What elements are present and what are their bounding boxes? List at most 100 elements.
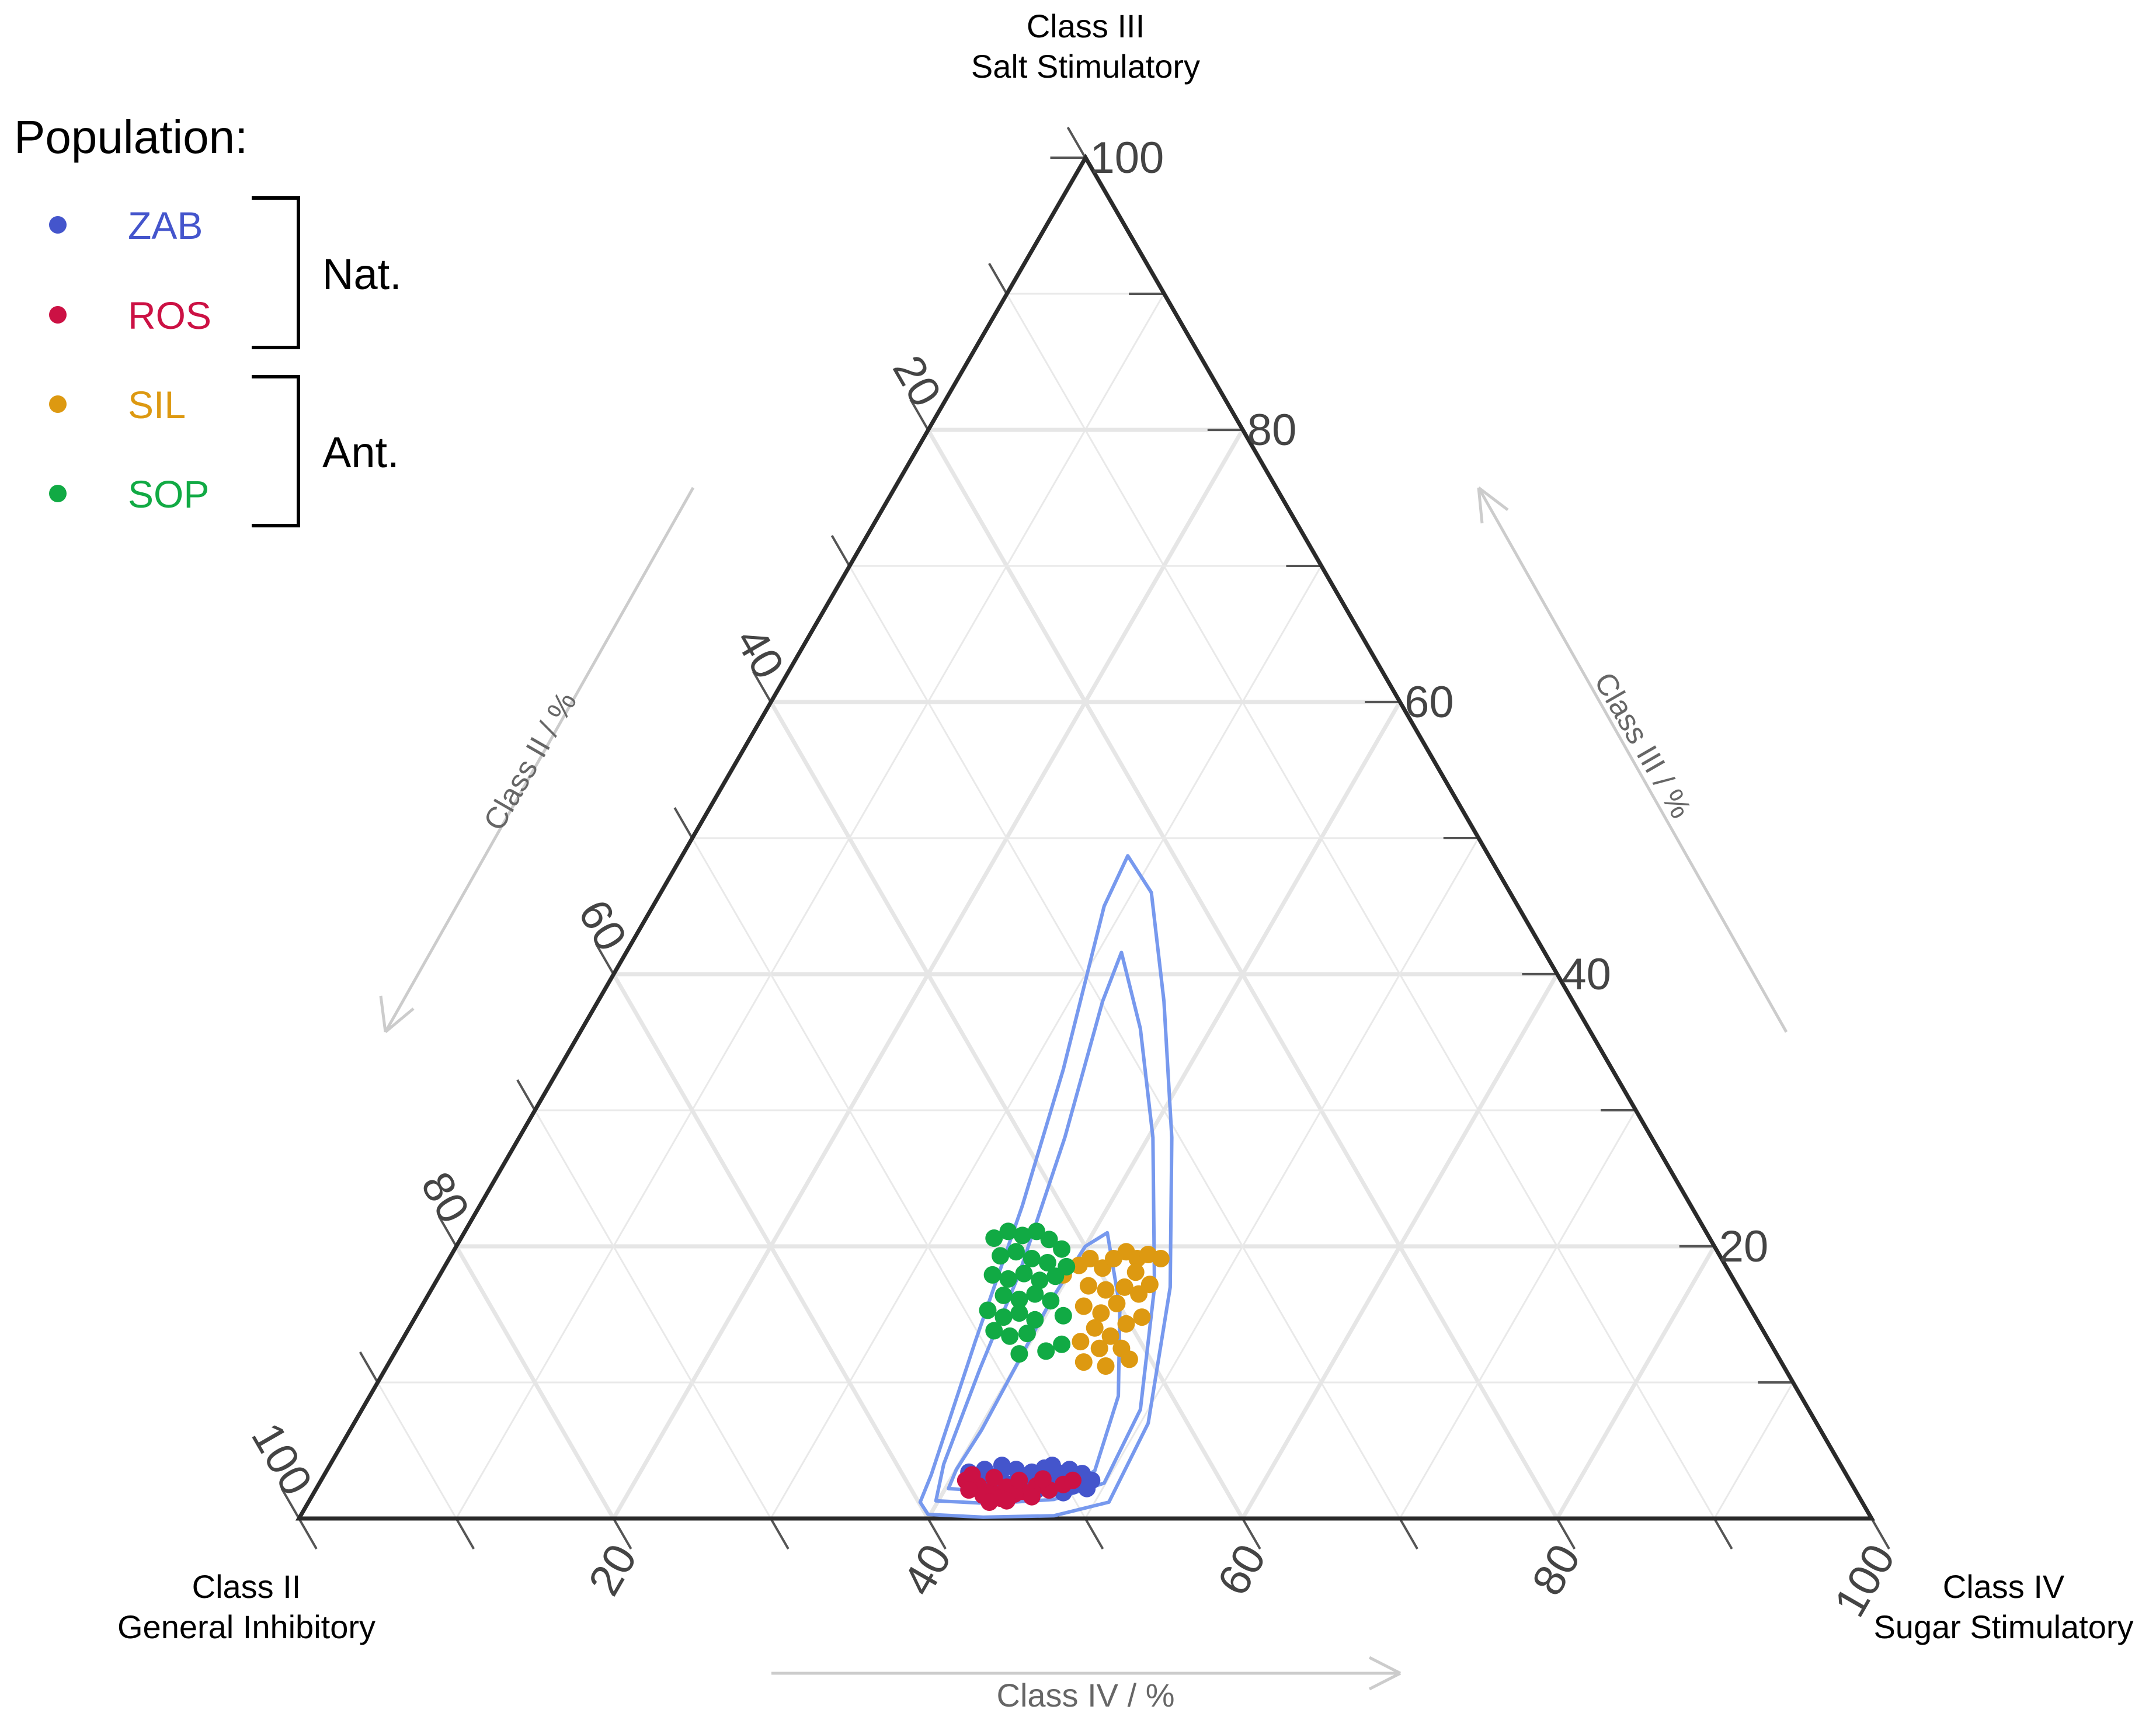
point-sil: [1097, 1357, 1115, 1375]
grid-line: [1084, 838, 1480, 1519]
point-sil: [1120, 1350, 1138, 1368]
tick-mark: [516, 1079, 536, 1111]
bottom-axis-arrowhead: [1368, 1656, 1402, 1691]
tick-mark: [770, 1518, 790, 1549]
grid-line: [849, 565, 1401, 1519]
tick-mark: [1870, 1518, 1890, 1549]
grid-line: [611, 973, 930, 1520]
grid-line: [1555, 1245, 1716, 1520]
series-ros: [957, 1466, 1082, 1511]
series-sop: [979, 1222, 1076, 1363]
grid-line: [1713, 1382, 1794, 1519]
tick-right-100: 100: [1090, 133, 1164, 183]
tick-right-20: 20: [1719, 1222, 1769, 1271]
tick-marks: [280, 127, 1890, 1549]
point-sop: [994, 1308, 1013, 1326]
tick-right-40: 40: [1562, 950, 1611, 999]
tick-mark: [437, 1215, 458, 1247]
tick-mark: [1242, 1518, 1261, 1549]
contour-3: [947, 1231, 1122, 1495]
grid-line: [377, 1382, 457, 1519]
point-ros: [1064, 1471, 1082, 1489]
vertex-right-line1: Class IV: [1943, 1568, 2065, 1605]
contour-1: [918, 854, 1174, 1519]
point-sil: [1140, 1276, 1159, 1294]
axis-titles: Class II / % Class III / % Class IV / %: [379, 487, 1788, 1714]
bottom-axis-title: Class IV / %: [997, 1677, 1175, 1714]
point-sil: [1152, 1250, 1170, 1267]
grid-line: [454, 1245, 615, 1520]
point-sop: [1010, 1345, 1028, 1363]
point-sil: [1092, 1304, 1110, 1322]
density-contours: [918, 854, 1174, 1519]
point-sil: [1081, 1250, 1099, 1267]
tick-labels: 20 40 60 80 100 20 40 60 80 100 20 40 60…: [242, 133, 1905, 1625]
tick-bottom-80: 80: [1522, 1536, 1590, 1604]
tick-mark: [280, 1488, 300, 1519]
legend-bracket-ant: [252, 375, 300, 527]
point-sop: [1010, 1304, 1028, 1322]
tick-mark: [673, 807, 693, 839]
point-sop: [1046, 1267, 1065, 1285]
point-sil: [1133, 1308, 1151, 1326]
tick-mark: [1399, 1518, 1418, 1549]
legend-marker-zab: [49, 216, 67, 234]
point-sil: [1117, 1315, 1135, 1333]
grid-line: [1399, 1110, 1637, 1519]
point-sil: [1097, 1281, 1115, 1299]
tick-right-60: 60: [1404, 677, 1454, 727]
tick-bottom-20: 20: [579, 1536, 646, 1604]
point-ros: [980, 1493, 999, 1511]
vertex-top-line1: Class III: [1027, 8, 1145, 44]
tick-bottom-60: 60: [1208, 1536, 1276, 1604]
point-sop: [983, 1266, 1002, 1284]
tick-mark: [830, 535, 851, 567]
point-sil: [1108, 1294, 1126, 1312]
tick-mark: [612, 1518, 632, 1549]
contour-2: [934, 950, 1156, 1506]
point-sop: [1026, 1311, 1044, 1329]
left-axis-arrow-shaft: [384, 487, 695, 1033]
point-sop: [1037, 1342, 1055, 1360]
tick-mark: [752, 671, 772, 703]
point-sil: [1115, 1278, 1133, 1296]
tick-mark: [988, 263, 1008, 294]
vertex-left-line1: Class II: [192, 1568, 301, 1605]
point-ros: [1034, 1470, 1052, 1488]
tick-mark: [1713, 1518, 1733, 1549]
point-sop: [1013, 1226, 1031, 1245]
point-sop: [1026, 1285, 1044, 1303]
point-zab: [1043, 1457, 1061, 1475]
legend-group-nat: Nat.: [322, 250, 402, 298]
point-sil: [1090, 1339, 1108, 1357]
point-sop: [999, 1222, 1017, 1240]
point-sop: [992, 1247, 1010, 1265]
legend-title: Population:: [14, 111, 248, 163]
point-sop: [1053, 1335, 1071, 1353]
tick-mark: [298, 1518, 318, 1549]
vertex-right-line2: Sugar Stimulatory: [1873, 1608, 2133, 1645]
legend-marker-ros: [49, 306, 67, 324]
tick-mark: [909, 399, 929, 430]
legend-label-ros: ROS: [128, 294, 211, 337]
grid-line: [1240, 973, 1559, 1520]
point-sil: [1074, 1297, 1093, 1315]
point-sil: [1074, 1353, 1093, 1371]
vertex-labels: Class III Salt Stimulatory Class II Gene…: [117, 8, 2134, 1645]
left-axis-title: Class II / %: [477, 686, 583, 836]
point-ros: [997, 1492, 1016, 1510]
grid-line: [770, 565, 1322, 1519]
legend-label-sop: SOP: [128, 472, 209, 516]
point-sop: [1053, 1240, 1071, 1258]
point-sop: [1015, 1264, 1033, 1283]
point-sop: [1040, 1231, 1058, 1249]
legend-marker-sop: [49, 485, 67, 502]
legend-label-zab: ZAB: [128, 204, 203, 247]
point-sop: [1010, 1290, 1028, 1308]
tick-mark: [1084, 1518, 1104, 1549]
legend-bracket-nat: [252, 196, 300, 349]
point-sil: [1079, 1277, 1097, 1295]
legend: Population: ZAB ROS SIL SOP Nat. Ant.: [14, 111, 402, 527]
grid-line: [455, 293, 1165, 1519]
